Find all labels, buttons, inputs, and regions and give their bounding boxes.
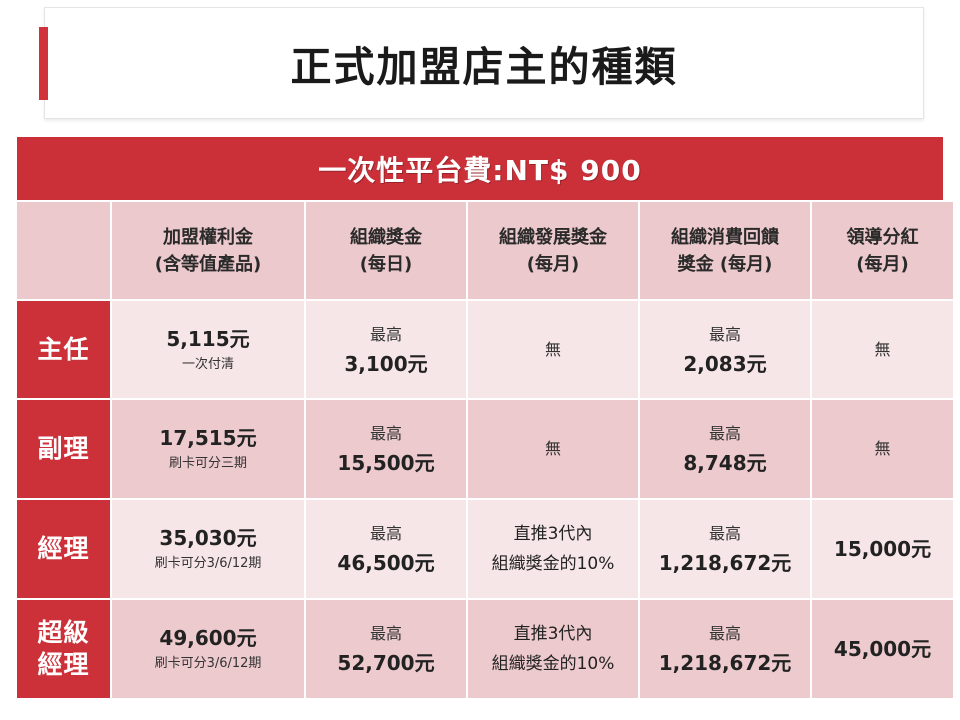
row-label-director: 主任 — [17, 301, 110, 398]
bonus-amount: 52,700元 — [337, 651, 435, 675]
header-line: 組織發展獎金 — [499, 226, 607, 248]
franchise-table: 一次性平台費:NT$ 900 加盟權利金 (含等值產品) 組織獎金 (每日) 組… — [17, 137, 953, 698]
dev-bonus-text: 直推3代內 — [513, 524, 593, 544]
org-bonus-cell: 最高 15,500元 — [306, 400, 466, 498]
header-leader-bonus: 領導分紅 (每月) — [812, 202, 953, 299]
leader-bonus-value: 15,000元 — [833, 537, 932, 561]
header-franchise-fee: 加盟權利金 (含等值產品) — [112, 202, 304, 299]
max-prefix: 最高 — [369, 424, 402, 443]
org-bonus-cell: 最高 46,500元 — [306, 500, 466, 598]
leader-bonus-cell: 45,000元 — [812, 600, 953, 698]
max-prefix: 最高 — [708, 524, 741, 543]
dev-bonus-cell: 無 — [468, 301, 638, 398]
bonus-amount: 46,500元 — [337, 551, 435, 575]
dev-bonus-text: 直推3代內 — [513, 624, 593, 644]
dev-bonus-cell: 直推3代內 組織獎金的10% — [468, 600, 638, 698]
max-prefix: 最高 — [708, 424, 741, 443]
fee-amount: 5,115元 — [166, 326, 250, 351]
header-org-bonus: 組織獎金 (每日) — [306, 202, 466, 299]
franchise-fee-cell: 5,115元 一次付清 — [112, 301, 304, 398]
header-line: 領導分紅 — [846, 226, 919, 248]
bonus-amount: 1,218,672元 — [658, 551, 792, 575]
max-prefix: 最高 — [708, 324, 741, 344]
dev-bonus-text: 組織獎金的10% — [491, 554, 615, 574]
header-line: 獎金 (每月) — [677, 253, 773, 275]
bonus-amount: 8,748元 — [683, 451, 767, 475]
header-line: (每日) — [359, 253, 413, 275]
title-accent-bar — [39, 27, 48, 100]
org-bonus-cell: 最高 52,700元 — [306, 600, 466, 698]
org-bonus-cell: 最高 3,100元 — [306, 301, 466, 398]
fee-note: 刷卡可分3/6/12期 — [154, 556, 262, 571]
header-dev-bonus: 組織發展獎金 (每月) — [468, 202, 638, 299]
fee-note: 刷卡可分三期 — [168, 456, 247, 471]
header-consume-bonus: 組織消費回饋 獎金 (每月) — [640, 202, 810, 299]
max-prefix: 最高 — [369, 324, 402, 344]
franchise-fee-cell: 49,600元 刷卡可分3/6/12期 — [112, 600, 304, 698]
leader-bonus-cell: 無 — [812, 301, 953, 398]
title-card — [44, 7, 924, 119]
header-line: 加盟權利金 — [163, 226, 253, 248]
bonus-amount: 15,500元 — [337, 451, 435, 475]
max-prefix: 最高 — [369, 624, 402, 643]
header-line: 組織獎金 — [350, 226, 422, 248]
header-line: (每月) — [856, 253, 909, 275]
consume-bonus-cell: 最高 1,218,672元 — [640, 600, 810, 698]
fee-note: 刷卡可分3/6/12期 — [154, 656, 262, 671]
leader-bonus-cell: 15,000元 — [812, 500, 953, 598]
header-line: 組織消費回饋 — [671, 226, 779, 248]
leader-bonus-value: 無 — [874, 339, 891, 359]
page-title: 正式加盟店主的種類 — [290, 43, 678, 91]
row-label-deputy-manager: 副理 — [17, 400, 110, 498]
row-label-line: 經理 — [37, 650, 90, 679]
leader-bonus-cell: 無 — [812, 400, 953, 498]
consume-bonus-cell: 最高 8,748元 — [640, 400, 810, 498]
consume-bonus-cell: 最高 1,218,672元 — [640, 500, 810, 598]
row-label-line: 超級 — [37, 618, 90, 647]
dev-bonus-text: 無 — [544, 339, 561, 359]
bonus-amount: 2,083元 — [683, 351, 767, 376]
franchise-fee-cell: 35,030元 刷卡可分3/6/12期 — [112, 500, 304, 598]
fee-amount: 49,600元 — [159, 626, 257, 650]
dev-bonus-cell: 無 — [468, 400, 638, 498]
leader-bonus-value: 45,000元 — [833, 637, 932, 661]
leader-bonus-value: 無 — [874, 439, 891, 458]
dev-bonus-text: 無 — [544, 439, 561, 458]
header-line: (每月) — [526, 253, 580, 275]
dev-bonus-cell: 直推3代內 組織獎金的10% — [468, 500, 638, 598]
franchise-fee-cell: 17,515元 刷卡可分三期 — [112, 400, 304, 498]
bonus-amount: 1,218,672元 — [658, 651, 792, 675]
fee-amount: 35,030元 — [159, 526, 257, 550]
row-label-senior-manager: 超級 經理 — [17, 600, 110, 698]
table-grid: 加盟權利金 (含等值產品) 組織獎金 (每日) 組織發展獎金 (每月) 組織消費… — [17, 202, 953, 698]
max-prefix: 最高 — [369, 524, 402, 543]
consume-bonus-cell: 最高 2,083元 — [640, 301, 810, 398]
max-prefix: 最高 — [708, 624, 741, 643]
fee-amount: 17,515元 — [159, 426, 257, 450]
dev-bonus-text: 組織獎金的10% — [491, 654, 615, 674]
fee-note: 一次付清 — [181, 356, 234, 372]
header-corner — [17, 202, 110, 299]
platform-fee-banner: 一次性平台費:NT$ 900 — [17, 137, 943, 200]
row-label-manager: 經理 — [17, 500, 110, 598]
header-line: (含等值產品) — [154, 253, 262, 275]
bonus-amount: 3,100元 — [344, 351, 428, 376]
